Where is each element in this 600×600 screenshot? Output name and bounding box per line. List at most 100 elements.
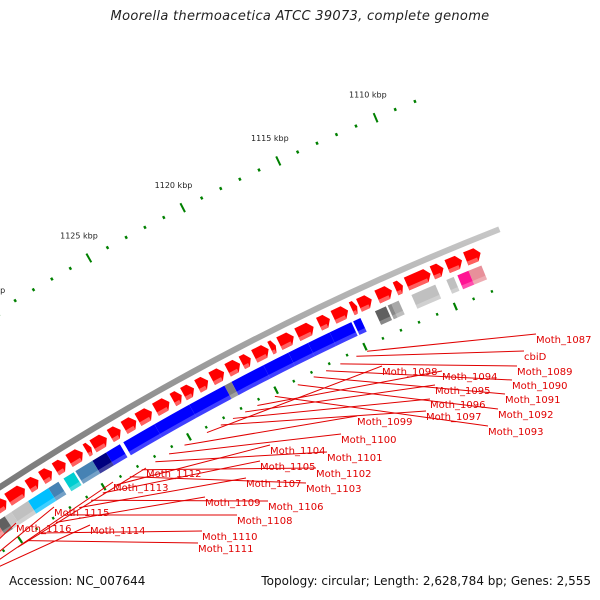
cds-feature[interactable] [169,391,182,407]
gene-label[interactable]: Moth_1107 [79,477,301,509]
gene-label[interactable]: Moth_1101 [155,451,382,464]
cog-feature[interactable] [446,276,460,294]
cog-feature[interactable] [308,332,337,357]
minor-tick [105,245,110,250]
cog-feature[interactable] [0,516,13,535]
gene-label[interactable]: Moth_1115 [0,506,109,600]
cds-feature[interactable] [392,280,403,296]
leader-line [0,506,55,552]
genome-summary-text: Topology: circular; Length: 2,628,784 bp… [261,574,591,588]
gene-label[interactable]: Moth_1095 [245,384,490,413]
cog-feature[interactable] [48,481,67,501]
cog-feature[interactable] [288,342,315,367]
cds-feature[interactable] [208,368,225,385]
cds-feature[interactable] [38,468,53,484]
cog-feature[interactable] [374,306,392,325]
cds-feature[interactable] [238,354,251,370]
cds-feature[interactable] [0,498,7,519]
gene-label[interactable]: Moth_1096 [232,398,486,419]
cds-feature[interactable] [403,269,431,291]
cds-feature[interactable] [348,301,358,316]
gene-label[interactable]: Moth_1116 [0,522,71,600]
cog-feature[interactable] [353,317,367,335]
cds-feature[interactable] [106,426,121,443]
cog-feature[interactable] [28,488,57,514]
cds-feature[interactable] [120,417,137,434]
cog-feature[interactable] [106,444,128,466]
gene-label[interactable]: Moth_1104 [116,444,325,486]
cds-feature[interactable] [134,408,152,426]
gene-label[interactable]: Moth_1112 [17,467,202,548]
cds-feature[interactable] [330,306,349,324]
gene-name: Moth_1100 [341,435,396,446]
cog-feature[interactable] [123,424,162,456]
cds-feature[interactable] [463,248,481,266]
gene-label[interactable]: Moth_1099 [184,415,413,446]
cog-feature[interactable] [263,352,296,379]
cog-feature[interactable] [75,460,101,484]
cog-feature[interactable] [4,511,20,529]
cds-feature[interactable] [51,459,66,476]
gene-label[interactable]: Moth_1092 [297,384,554,421]
cog-feature[interactable] [468,265,488,285]
cog-feature[interactable] [231,365,271,396]
gene-label[interactable]: Moth_1108 [67,514,293,527]
cds-feature[interactable] [276,332,294,350]
gene-label[interactable]: Moth_1087 [367,333,591,352]
cds-feature[interactable] [4,485,25,506]
cog-feature[interactable] [457,270,475,290]
cog-feature[interactable] [63,472,82,492]
gene-label[interactable]: Moth_1100 [168,433,396,455]
cds-feature[interactable] [429,263,444,280]
cds-feature[interactable] [356,295,372,312]
inner-minor-tick [239,406,243,411]
gene-name: Moth_1089 [517,367,572,378]
gene-label[interactable]: Moth_1093 [274,395,544,438]
gene-label[interactable]: Moth_1114 [0,524,145,580]
cds-feature[interactable] [151,398,170,416]
gene-label[interactable]: Moth_1110 [39,530,257,543]
gene-label[interactable]: Moth_1097 [220,410,482,426]
cog-feature[interactable] [224,381,239,399]
cds-feature[interactable] [315,314,330,331]
cds-feature[interactable] [24,476,39,493]
cds-feature[interactable] [180,384,195,401]
gene-label[interactable]: Moth_1089 [340,363,572,378]
gene-name: Moth_1106 [268,502,323,513]
inner-minor-tick [309,370,314,375]
cds-feature[interactable] [294,322,314,342]
cds-feature[interactable] [89,434,107,453]
leader-line [245,384,436,413]
minor-tick [13,298,17,303]
cog-feature[interactable] [411,284,442,309]
cds-feature[interactable] [224,359,241,377]
gene-name: Moth_1091 [505,395,560,406]
gene-name: cbiD [524,352,547,363]
cds-feature[interactable] [374,286,392,304]
cds-feature[interactable] [194,376,209,393]
cog-feature[interactable] [387,303,398,320]
inner-major-tick [16,535,24,544]
cog-feature[interactable] [92,452,114,474]
cds-feature[interactable] [267,340,277,355]
cds-feature[interactable] [65,449,83,467]
cog-feature[interactable] [329,322,358,346]
cds-feature[interactable] [251,345,269,363]
gene-label[interactable]: Moth_1103 [129,476,362,495]
cog-feature[interactable] [391,300,405,318]
cds-feature[interactable] [444,255,463,274]
gene-label[interactable]: Moth_1098 [206,365,438,434]
cog-feature[interactable] [189,385,232,418]
cog-feature[interactable] [154,404,197,438]
cds-feature[interactable] [82,442,93,457]
gene-label[interactable]: Moth_1094 [257,370,497,406]
gene-label[interactable]: Moth_1102 [141,467,372,480]
gene-label[interactable]: cbiD [356,350,547,363]
major-tick [372,112,379,123]
gene-label[interactable]: Moth_1105 [102,460,316,494]
inner-minor-tick [472,297,476,301]
cog-feature[interactable] [11,501,37,525]
gene-label[interactable]: Moth_1109 [55,496,261,523]
gene-label[interactable]: Moth_1113 [0,481,168,560]
